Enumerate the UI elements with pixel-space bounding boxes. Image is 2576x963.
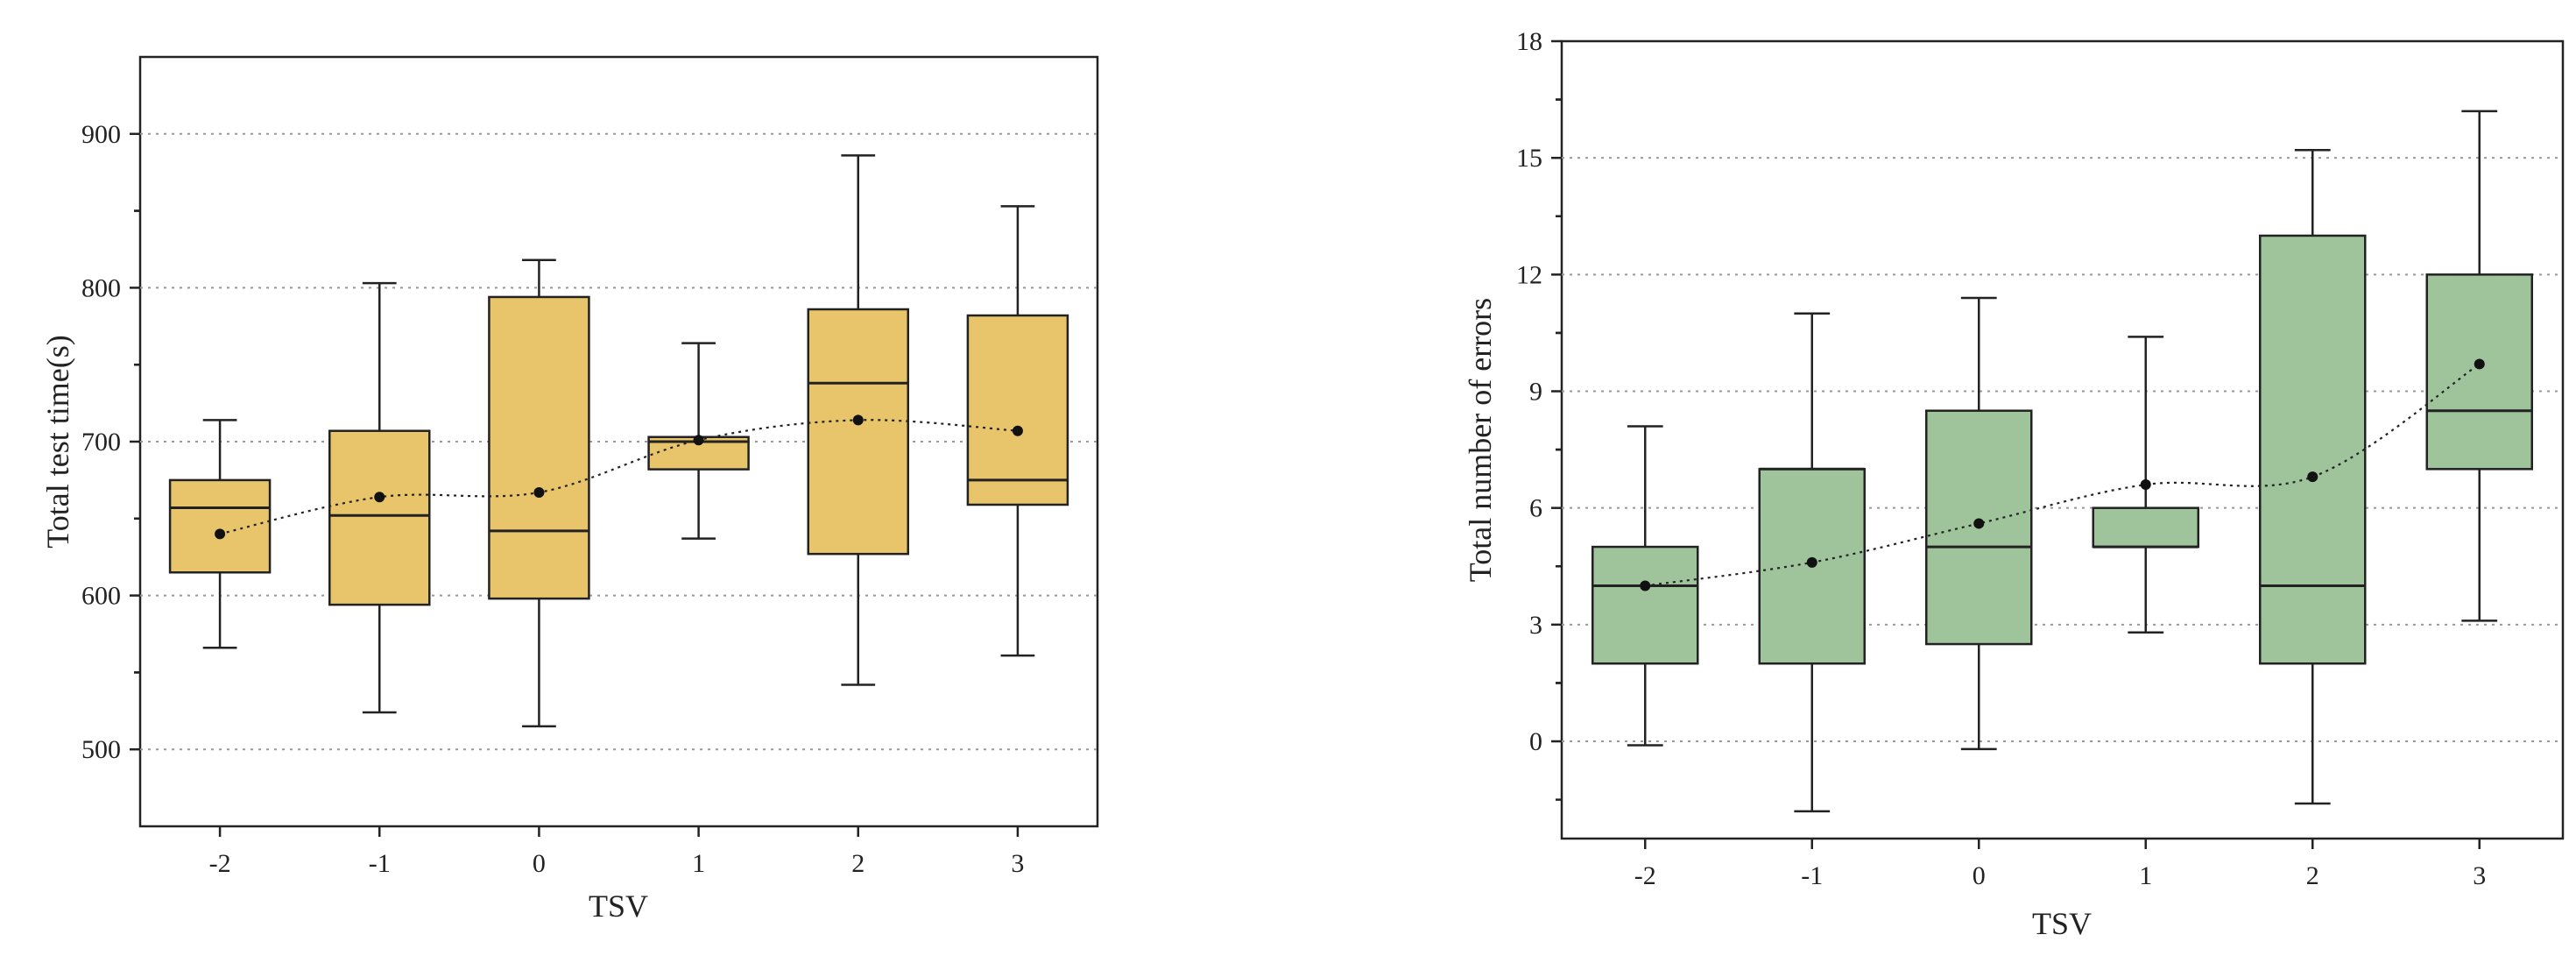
x-tick-label: 2 (851, 849, 865, 878)
x-tick-label: 2 (2306, 861, 2319, 890)
y-axis-label: Total test time(s) (40, 335, 75, 548)
y-tick-label: 6 (1529, 494, 1542, 523)
y-tick-labels: 500 600 700 800 900 (81, 120, 121, 764)
y-tick-label: 12 (1516, 260, 1542, 289)
tick-marks (130, 132, 1020, 837)
x-tick-label: 1 (2139, 861, 2152, 890)
x-tick-labels: -2 -1 0 1 2 3 (1634, 861, 2487, 890)
x-tick-label: -1 (1801, 861, 1823, 890)
mean-point (533, 486, 545, 498)
y-tick-label: 0 (1529, 727, 1542, 756)
x-tick-label: 3 (1011, 849, 1024, 878)
mean-point (2140, 479, 2151, 491)
box (168, 478, 272, 574)
mean-point (852, 414, 864, 426)
y-tick-label: 700 (81, 428, 121, 457)
box (1591, 545, 1699, 665)
x-tick-label: -1 (369, 849, 391, 878)
mean-curve (1645, 363, 2481, 587)
box (488, 295, 590, 600)
mean-trend (1640, 358, 2485, 591)
mean-point (1806, 556, 1817, 568)
y-tick-label: 500 (81, 735, 121, 764)
test-time-boxplot: 500 600 700 800 900 -2 -1 0 1 2 3 TSV Total test … (40, 55, 1099, 924)
mean-point (215, 528, 226, 540)
x-tick-label: -2 (209, 849, 231, 878)
boxes (1591, 110, 2533, 813)
mean-point (693, 435, 704, 446)
x-axis-label: TSV (589, 889, 648, 924)
y-tick-label: 3 (1529, 611, 1542, 640)
tick-marks (1551, 39, 2481, 849)
y-tick-label: 800 (81, 273, 121, 302)
grid-lines (1562, 157, 2563, 743)
mean-point (2474, 358, 2485, 370)
mean-point (2307, 471, 2318, 483)
y-tick-label: 18 (1516, 27, 1542, 56)
boxes (168, 154, 1069, 728)
box (2259, 234, 2367, 665)
mean-point (1640, 580, 1651, 591)
y-tick-labels: 0 3 6 9 12 15 18 (1516, 27, 1542, 756)
grid-lines (140, 132, 1097, 751)
y-axis-label: Total number of errors (1463, 298, 1498, 582)
mean-point (1012, 425, 1023, 436)
plot-frame (1560, 39, 2565, 840)
y-tick-label: 15 (1516, 144, 1542, 173)
mean-point (1973, 518, 1985, 529)
x-tick-label: 0 (1973, 861, 1986, 890)
box (807, 308, 909, 556)
mean-point (374, 492, 385, 503)
box (966, 314, 1069, 506)
x-tick-label: 0 (533, 849, 546, 878)
x-tick-label: -2 (1634, 861, 1656, 890)
x-tick-label: 1 (692, 849, 705, 878)
y-tick-label: 900 (81, 120, 121, 149)
y-tick-label: 600 (81, 582, 121, 611)
x-tick-label: 3 (2473, 861, 2486, 890)
box (2092, 506, 2199, 549)
x-tick-labels: -2 -1 0 1 2 3 (209, 849, 1025, 878)
box (2425, 273, 2533, 471)
x-axis-label: TSV (2032, 906, 2092, 941)
mean-trend (215, 414, 1023, 540)
box (328, 429, 431, 606)
mean-curve (219, 419, 1018, 535)
y-tick-label: 9 (1529, 378, 1542, 407)
